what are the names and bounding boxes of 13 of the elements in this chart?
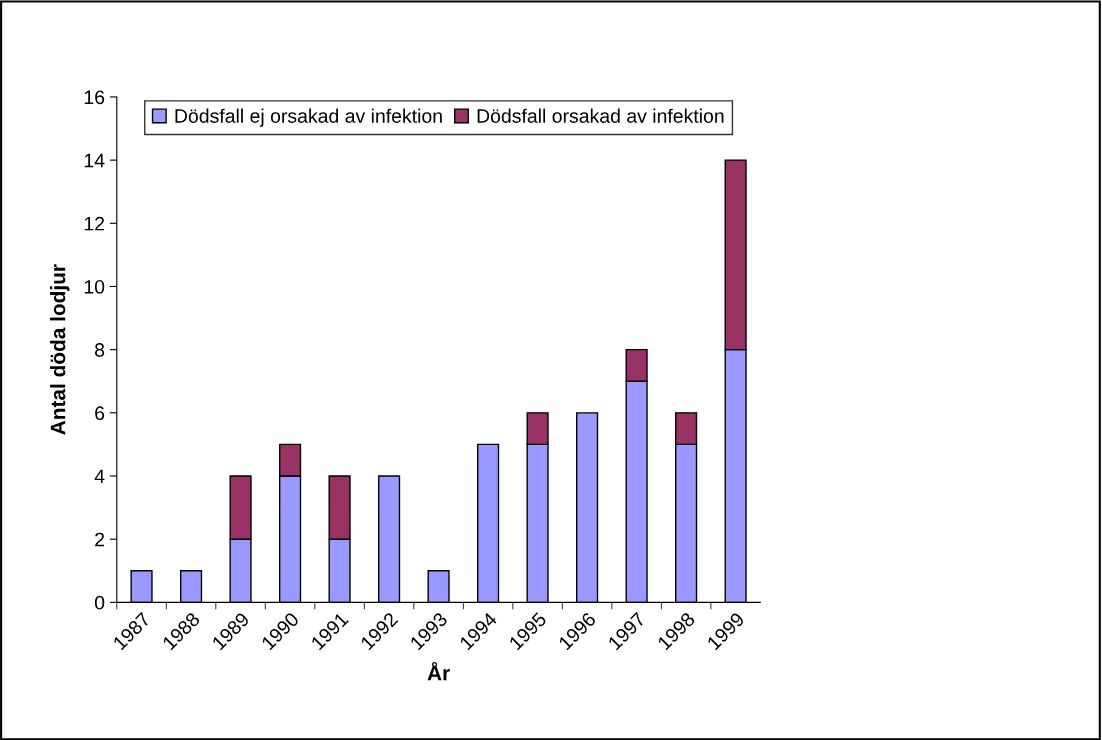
y-tick-label: 0 (94, 595, 105, 610)
y-tick-label: 6 (95, 406, 105, 421)
x-axis-title: År (427, 661, 450, 681)
y-tick-label: 14 (84, 153, 105, 168)
y-tick-label: 4 (94, 469, 105, 484)
y-tick-label: 12 (84, 216, 105, 231)
y-tick-label: 2 (95, 532, 105, 547)
legend-label: Dödsfall orsakad av infektion (477, 108, 724, 123)
y-tick-label: 16 (84, 90, 105, 105)
y-tick-label: 8 (95, 343, 105, 357)
legend-label: Dödsfall ej orsakad av infektion (175, 108, 442, 127)
y-tick-label: 10 (84, 279, 105, 294)
y-axis-title: Antal döda lodjur (50, 264, 70, 435)
